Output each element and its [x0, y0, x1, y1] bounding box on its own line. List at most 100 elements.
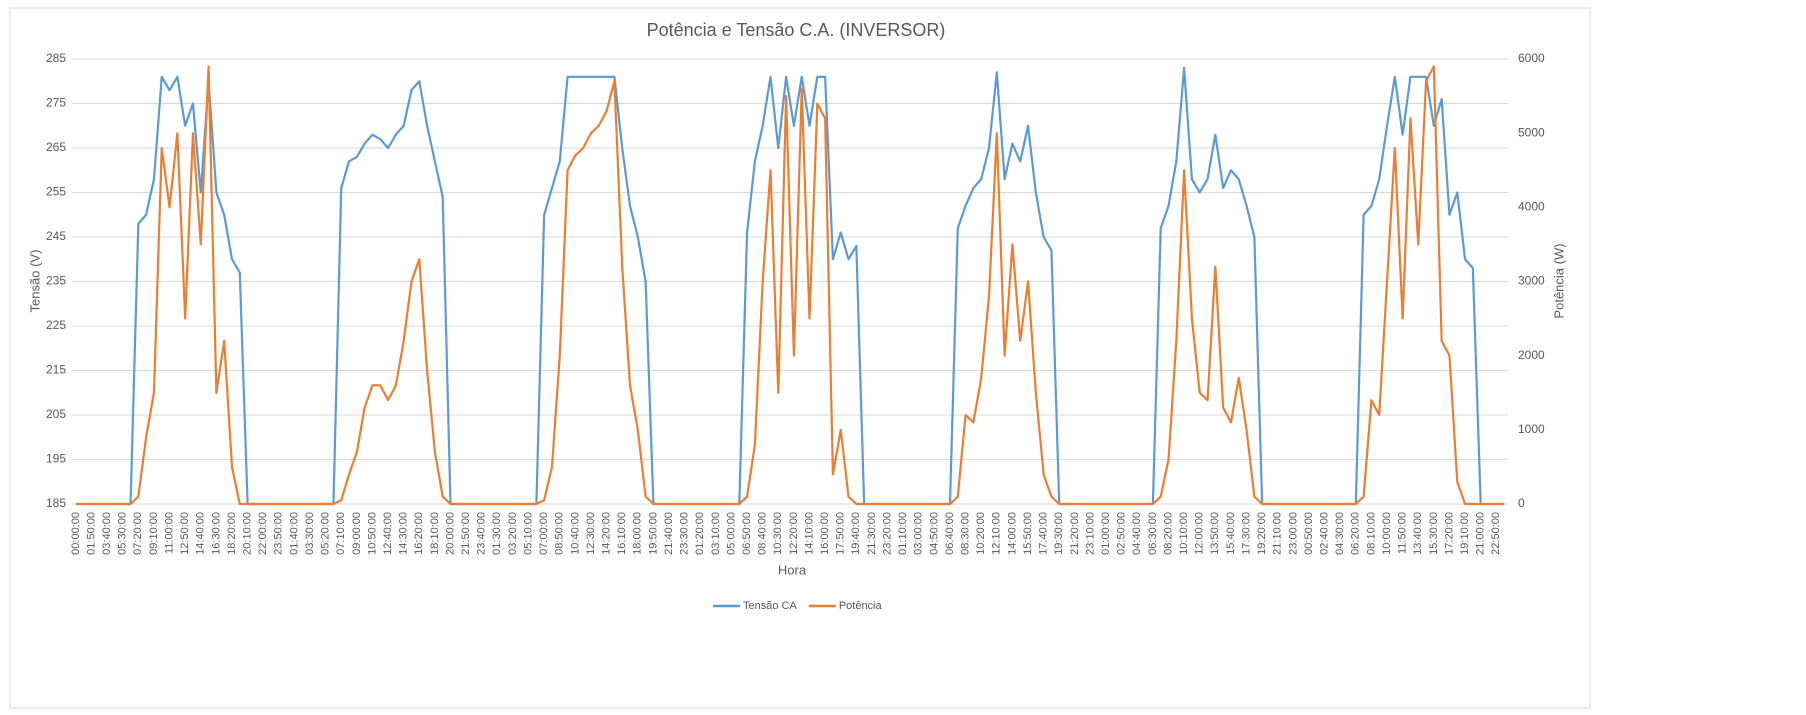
x-tick-label: 03:40:00: [101, 512, 113, 555]
x-tick-label: 10:50:00: [366, 512, 378, 555]
x-tick-label: 14:10:00: [803, 512, 815, 555]
y2-tick-label: 5000: [1518, 125, 1545, 139]
x-tick-label: 05:30:00: [117, 512, 129, 555]
x-tick-label: 01:40:00: [288, 512, 300, 555]
x-tick-label: 14:40:00: [195, 512, 207, 555]
x-tick-label: 08:40:00: [757, 512, 769, 555]
x-tick-label: 10:10:00: [1178, 512, 1190, 555]
series-line: [75, 65, 1505, 506]
y-axis-label: Tensão (V): [27, 250, 42, 313]
x-tick-label: 03:30:00: [304, 512, 316, 555]
x-tick-label: 03:10:00: [710, 512, 722, 555]
y2-tick-label: 2000: [1518, 348, 1545, 362]
x-tick-label: 09:00:00: [351, 512, 363, 555]
x-tick-label: 19:30:00: [1053, 512, 1065, 555]
x-tick-label: 07:00:00: [538, 512, 550, 555]
x-tick-label: 21:10:00: [1272, 512, 1284, 555]
x-tick-label: 20:00:00: [444, 512, 456, 555]
x-tick-label: 14:20:00: [601, 512, 613, 555]
y-tick-label: 195: [46, 452, 66, 466]
x-tick-label: 04:40:00: [1131, 512, 1143, 555]
y2-tick-label: 0: [1518, 496, 1525, 510]
x-tick-label: 22:50:00: [1490, 512, 1502, 555]
x-tick-label: 19:50:00: [647, 512, 659, 555]
x-tick-label: 18:10:00: [429, 512, 441, 555]
y-tick-label: 275: [46, 96, 66, 110]
x-tick-label: 12:50:00: [179, 512, 191, 555]
y2-tick-label: 4000: [1518, 200, 1545, 214]
x-tick-label: 05:20:00: [320, 512, 332, 555]
y2-axis-label: Potência (W): [1551, 243, 1566, 318]
x-tick-label: 00:00:00: [70, 512, 82, 555]
x-tick-label: 19:20:00: [1256, 512, 1268, 555]
x-tick-label: 05:10:00: [522, 512, 534, 555]
x-tick-label: 12:10:00: [991, 512, 1003, 555]
x-tick-label: 12:20:00: [788, 512, 800, 555]
x-tick-label: 13:40:00: [1412, 512, 1424, 555]
x-tick-label: 12:30:00: [585, 512, 597, 555]
x-tick-label: 16:20:00: [413, 512, 425, 555]
x-tick-label: 21:40:00: [663, 512, 675, 555]
y2-tick-label: 1000: [1518, 422, 1545, 436]
y-tick-label: 285: [46, 51, 66, 65]
x-tick-label: 16:00:00: [819, 512, 831, 555]
x-tick-label: 08:20:00: [1162, 512, 1174, 555]
legend-label: Potência: [839, 600, 883, 612]
x-tick-label: 06:40:00: [944, 512, 956, 555]
x-tick-label: 12:00:00: [1194, 512, 1206, 555]
y-tick-label: 265: [46, 140, 66, 154]
x-tick-label: 08:10:00: [1365, 512, 1377, 555]
x-tick-label: 21:50:00: [460, 512, 472, 555]
x-tick-label: 10:20:00: [975, 512, 987, 555]
x-tick-label: 01:50:00: [85, 512, 97, 555]
x-tick-label: 19:10:00: [1459, 512, 1471, 555]
x-tick-label: 10:30:00: [772, 512, 784, 555]
x-tick-label: 20:10:00: [242, 512, 254, 555]
x-tick-label: 15:30:00: [1428, 512, 1440, 555]
y-tick-label: 225: [46, 318, 66, 332]
x-tick-label: 02:50:00: [1116, 512, 1128, 555]
x-tick-label: 11:50:00: [1397, 512, 1409, 554]
x-tick-label: 07:20:00: [132, 512, 144, 555]
x-tick-label: 01:20:00: [694, 512, 706, 555]
x-tick-label: 23:20:00: [881, 512, 893, 555]
x-tick-label: 07:10:00: [335, 512, 347, 555]
x-tick-label: 15:40:00: [1225, 512, 1237, 555]
x-tick-label: 23:40:00: [476, 512, 488, 555]
y-tick-label: 255: [46, 185, 66, 199]
x-tick-label: 06:20:00: [1350, 512, 1362, 555]
x-tick-label: 23:00:00: [1287, 512, 1299, 555]
x-tick-label: 01:10:00: [897, 512, 909, 555]
x-tick-label: 04:30:00: [1334, 512, 1346, 555]
x-tick-label: 10:00:00: [1381, 512, 1393, 555]
x-tick-label: 17:50:00: [835, 512, 847, 555]
y-tick-label: 245: [46, 229, 66, 243]
x-tick-label: 06:50:00: [741, 512, 753, 555]
y-tick-label: 185: [46, 496, 66, 510]
x-tick-label: 23:50:00: [273, 512, 285, 555]
x-tick-label: 01:30:00: [491, 512, 503, 555]
legend-label: Tensão CA: [743, 600, 797, 612]
x-tick-label: 17:40:00: [1038, 512, 1050, 555]
x-tick-label: 23:30:00: [679, 512, 691, 555]
x-tick-label: 17:30:00: [1240, 512, 1252, 555]
x-tick-label: 01:00:00: [1100, 512, 1112, 555]
chart-title: Potência e Tensão C.A. (INVERSOR): [647, 20, 946, 40]
x-tick-label: 21:30:00: [866, 512, 878, 555]
x-tick-label: 04:50:00: [928, 512, 940, 555]
y-tick-label: 215: [46, 363, 66, 377]
y2-tick-label: 6000: [1518, 51, 1545, 65]
x-tick-label: 17:20:00: [1443, 512, 1455, 555]
x-tick-label: 16:30:00: [210, 512, 222, 555]
x-tick-label: 02:40:00: [1319, 512, 1331, 555]
x-tick-label: 14:30:00: [398, 512, 410, 555]
x-tick-label: 22:00:00: [257, 512, 269, 555]
x-tick-label: 00:50:00: [1303, 512, 1315, 555]
x-tick-label: 08:30:00: [960, 512, 972, 555]
x-tick-label: 13:50:00: [1209, 512, 1221, 555]
x-tick-label: 06:30:00: [1147, 512, 1159, 555]
x-tick-label: 19:40:00: [850, 512, 862, 555]
x-tick-label: 21:20:00: [1069, 512, 1081, 555]
y2-tick-label: 3000: [1518, 274, 1545, 288]
